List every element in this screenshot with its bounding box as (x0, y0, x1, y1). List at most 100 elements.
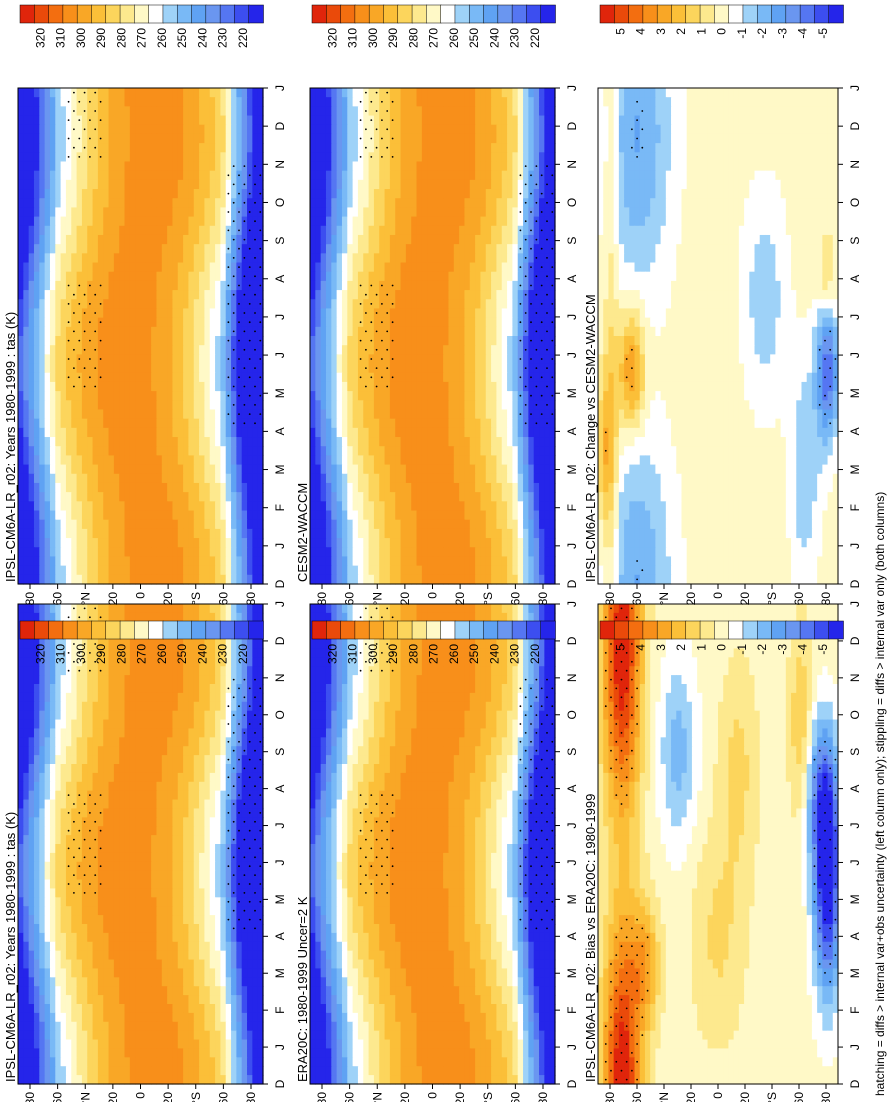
heatmap-cell (204, 446, 211, 457)
heatmap-cell (44, 1039, 51, 1050)
heatmap-cell (145, 879, 152, 890)
heatmap-cell (55, 950, 62, 961)
heatmap-cell (241, 986, 248, 996)
heatmap-cell (108, 492, 115, 502)
heatmap-cell (220, 354, 227, 365)
stipple-dot (227, 740, 230, 743)
heatmap-cell (140, 1075, 147, 1085)
heatmap-cell (183, 1057, 190, 1067)
heatmap-cell (172, 427, 179, 438)
heatmap-cell (257, 648, 264, 658)
heatmap-cell (252, 1012, 259, 1023)
heatmap-cell (108, 861, 115, 872)
heatmap-cell (124, 409, 131, 420)
heatmap-cell (60, 612, 67, 623)
stipple-dot (89, 616, 91, 619)
heatmap-cell (193, 345, 200, 355)
heatmap-cell (151, 106, 158, 117)
heatmap-cell (108, 870, 115, 881)
heatmap-cell (60, 799, 67, 810)
heatmap-cell (199, 808, 206, 818)
heatmap-cell (76, 764, 83, 774)
heatmap-cell (55, 852, 62, 863)
heatmap-cell (103, 728, 110, 738)
heatmap-cell (119, 639, 126, 650)
heatmap-cell (183, 915, 190, 925)
heatmap-cell (172, 161, 179, 172)
heatmap-cell (119, 308, 126, 319)
heatmap-cell (177, 1004, 184, 1014)
heatmap-cell (44, 728, 51, 738)
colorbar-swatch (219, 620, 236, 640)
heatmap-cell (215, 604, 221, 614)
heatmap-cell (18, 888, 24, 898)
heatmap-cell (119, 1075, 126, 1085)
heatmap-cell (65, 941, 72, 952)
heatmap-cell (156, 299, 163, 310)
heatmap-cell (156, 959, 163, 970)
heatmap-cell (151, 253, 158, 264)
heatmap-cell (220, 446, 227, 457)
heatmap-cell (55, 244, 62, 254)
heatmap-cell (39, 986, 46, 996)
heatmap-cell (124, 354, 131, 365)
heatmap-cell (23, 835, 30, 845)
heatmap-cell (33, 888, 40, 898)
heatmap-cell (257, 381, 264, 392)
heatmap-cell (220, 482, 227, 493)
heatmap-cell (71, 391, 78, 401)
heatmap-cell (49, 299, 56, 310)
heatmap-cell (225, 675, 232, 685)
heatmap-cell (65, 950, 72, 961)
heatmap-cell (39, 400, 46, 411)
heatmap-cell (161, 1048, 168, 1058)
heatmap-cell (183, 728, 190, 738)
heatmap-cell (215, 124, 221, 135)
heatmap-cell (44, 746, 51, 756)
heatmap-cell (39, 772, 46, 783)
heatmap-cell (65, 906, 72, 916)
heatmap-cell (247, 124, 253, 135)
heatmap-cell (236, 290, 243, 300)
heatmap-cell (193, 464, 200, 475)
stipple-dot (78, 652, 81, 654)
heatmap-cell (28, 1004, 35, 1014)
heatmap-cell (28, 88, 35, 98)
heatmap-cell (60, 133, 67, 144)
heatmap-cell (215, 897, 221, 907)
heatmap-cell (103, 861, 110, 872)
heatmap-cell (172, 781, 179, 792)
heatmap-cell (177, 692, 184, 703)
heatmap-cell (225, 427, 232, 438)
heatmap-cell (60, 772, 67, 783)
stipple-dot (254, 909, 256, 912)
heatmap-cell (71, 427, 78, 438)
heatmap-cell (49, 932, 56, 943)
heatmap-cell (215, 519, 221, 530)
heatmap-cell (161, 888, 168, 898)
heatmap-cell (119, 115, 126, 126)
heatmap-cell (215, 977, 221, 987)
heatmap-cell (135, 790, 142, 801)
heatmap-cell (241, 977, 248, 987)
heatmap-cell (220, 271, 227, 282)
heatmap-cell (161, 372, 168, 383)
heatmap-cell (23, 225, 30, 236)
heatmap-cell (183, 719, 190, 730)
heatmap-cell (257, 1057, 264, 1067)
heatmap-cell (18, 492, 24, 502)
heatmap-cell (199, 692, 206, 703)
heatmap-cell (252, 737, 259, 747)
heatmap-cell (135, 604, 142, 614)
heatmap-cell (49, 170, 56, 181)
heatmap-cell (140, 1012, 147, 1023)
heatmap-cell (87, 684, 94, 694)
heatmap-cell (87, 924, 94, 934)
heatmap-cell (231, 152, 237, 163)
heatmap-cell (156, 915, 163, 925)
heatmap-cell (92, 225, 99, 236)
heatmap-cell (39, 950, 46, 961)
heatmap-cell (140, 657, 147, 667)
heatmap-cell (247, 959, 253, 970)
heatmap-cell (231, 225, 237, 236)
